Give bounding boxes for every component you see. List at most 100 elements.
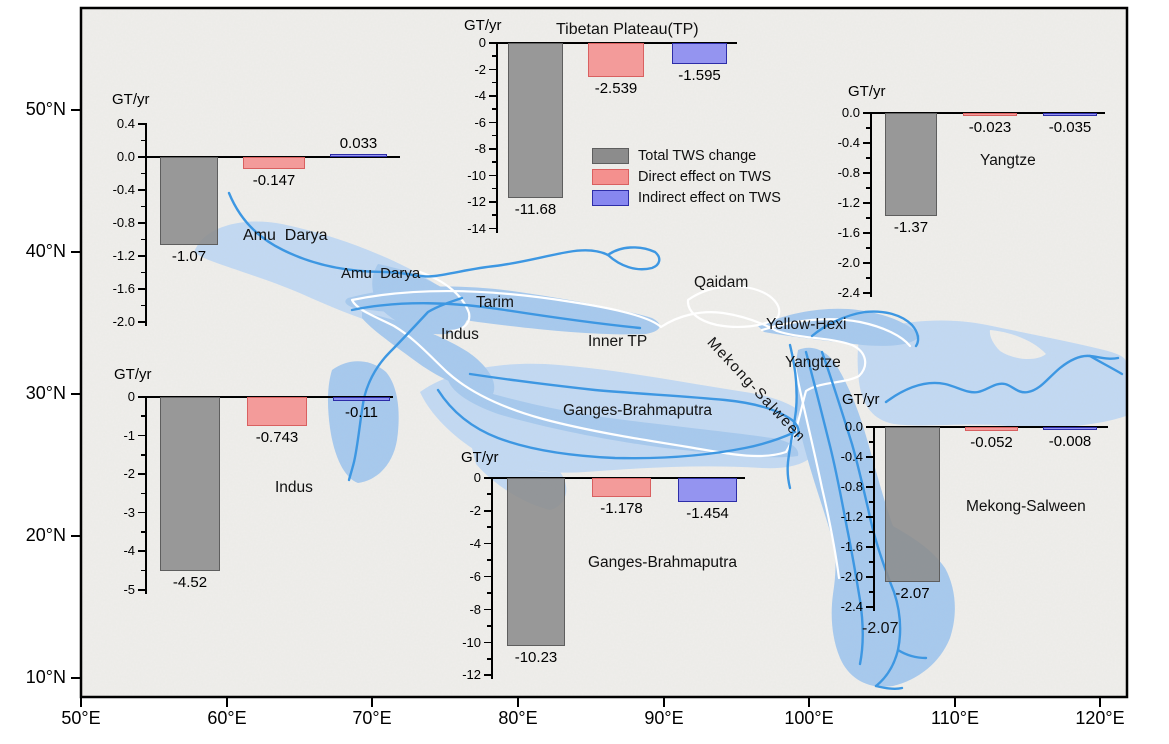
bar-indirect (333, 397, 390, 402)
axis-tick-label: -1.6 (837, 225, 860, 240)
chart-region-label: Mekong-Salween (966, 498, 1086, 515)
x-axis-tick-label: 60°E (207, 708, 247, 728)
river-yangtze-upper (786, 343, 798, 490)
axis-tick-label: -2.4 (840, 599, 863, 614)
axis-tick-label: -1.2 (837, 195, 860, 210)
axis-major-tick (138, 511, 146, 514)
x-axis-tick-label: 80°E (498, 708, 538, 728)
axis-minor-tick (141, 304, 146, 307)
axis-major-tick (866, 576, 874, 578)
axis-tick-label: -12 (467, 194, 486, 209)
axis-major-tick (138, 288, 146, 290)
axis-major-tick (138, 156, 146, 158)
axis-tick-label: 0 (478, 35, 486, 50)
axis-major-tick (489, 95, 497, 97)
axis-tick-label: -10 (462, 634, 481, 650)
bar-total (885, 113, 937, 216)
axis-major-tick (866, 486, 874, 488)
bar-value-label: -4.52 (172, 574, 208, 592)
x-axis-tick-label: 120°E (1075, 708, 1125, 728)
chart-region-label: Indus (275, 479, 313, 496)
bar-indirect (1043, 427, 1097, 430)
axis-major-tick (138, 222, 146, 224)
bar-value-label: -1.454 (686, 504, 729, 522)
axis-major-tick (863, 142, 871, 144)
axis-tick-label: -10 (467, 167, 486, 183)
map-label-indus: Indus (441, 326, 479, 343)
river-yangtze-fork (1088, 354, 1124, 376)
axis-major-tick (863, 112, 871, 114)
axis-tick-label: -2.0 (837, 255, 860, 270)
axis-tick-label: -4 (123, 543, 135, 559)
axis-tick-label: -2 (474, 61, 486, 77)
axis-minor-tick (141, 238, 146, 241)
axis-minor-tick (487, 657, 492, 660)
chart-region-label: Ganges-Brahmaputra (588, 554, 738, 571)
axis-minor-tick (866, 187, 871, 189)
legend-swatch-total (592, 148, 629, 164)
river-mekong-delta-fork (874, 648, 928, 691)
axis-tick-label: 0 (473, 470, 481, 485)
axis-tick-label: -2 (469, 502, 481, 518)
x-axis-tick-label: 100°E (784, 708, 834, 728)
axis-tick-label: 0.0 (844, 419, 863, 434)
bar-total (885, 427, 940, 583)
legend-label: Indirect effect on TWS (638, 190, 781, 206)
bar-value-label: -2.539 (594, 79, 638, 97)
axis-minor-tick (869, 531, 874, 533)
legend-item-indirect: Indirect effect on TWS (592, 188, 781, 208)
boundary-yellow-hexi (760, 318, 912, 348)
bar-value-label: -2.07 (895, 585, 930, 603)
legend-label: Direct effect on TWS (638, 169, 772, 185)
map-label-amu-darya-river: Amu Darya (341, 265, 421, 282)
bar-indirect (330, 154, 387, 157)
bar-direct (588, 43, 644, 77)
y-axis-tick-label: 50°N (25, 99, 66, 119)
axis-minor-tick (492, 214, 497, 216)
axis-tick-label: -2.0 (840, 569, 863, 584)
axis-tick-label: 0.0 (116, 149, 135, 164)
bar-value-label: -0.035 (1048, 119, 1092, 136)
bar-direct (965, 427, 1018, 431)
axis-minor-tick (141, 205, 146, 208)
axis-tick-label: 0 (127, 389, 135, 404)
bar-value-label: -0.023 (968, 119, 1012, 136)
x-axis-tick-label: 70°E (352, 708, 392, 728)
axis-minor-tick (492, 81, 497, 84)
bar-value-label: -1.37 (893, 218, 929, 236)
bar-total (160, 157, 218, 246)
axis-major-tick (489, 148, 497, 150)
axis-tick-label: -12 (462, 667, 481, 683)
bar-value-label: -0.743 (255, 428, 299, 446)
boundary-mekong-west (790, 350, 841, 580)
chart-unit-label: GT/yr (848, 83, 886, 100)
boundary-qaidam (686, 285, 781, 329)
axis-tick-label: -0.8 (112, 215, 135, 230)
bar-indirect (1043, 113, 1097, 116)
axis-major-tick (863, 172, 871, 174)
river-amu-headwater-loop (606, 246, 661, 271)
axis-minor-tick (492, 134, 497, 137)
axis-tick-label: -3 (123, 504, 135, 520)
legend-swatch-indirect (592, 190, 629, 206)
map-label-yangtze: Yangtze (785, 354, 841, 371)
axis-major-tick (866, 516, 874, 518)
axis-minor-tick (492, 161, 497, 163)
bar-value-label: -0.052 (970, 433, 1013, 451)
axis-major-tick (484, 674, 492, 677)
bar-direct (963, 113, 1017, 116)
axis-tick-label: -0.8 (837, 165, 860, 180)
bar-value-label: -10.23 (514, 649, 558, 667)
y-axis-tick-label: 40°N (25, 241, 66, 261)
river-ganges (436, 388, 797, 460)
chart-region-label: Amu Darya (243, 227, 328, 244)
axis-minor-tick (487, 493, 492, 496)
bar-value-label: -0.11 (344, 404, 379, 422)
axis-major-tick (489, 201, 497, 203)
axis-minor-tick (869, 441, 874, 443)
chart-y-axis (491, 477, 493, 680)
axis-tick-label: -4 (469, 535, 481, 551)
axis-minor-tick (487, 559, 492, 561)
axis-major-tick (866, 456, 874, 458)
axis-minor-tick (487, 526, 492, 529)
